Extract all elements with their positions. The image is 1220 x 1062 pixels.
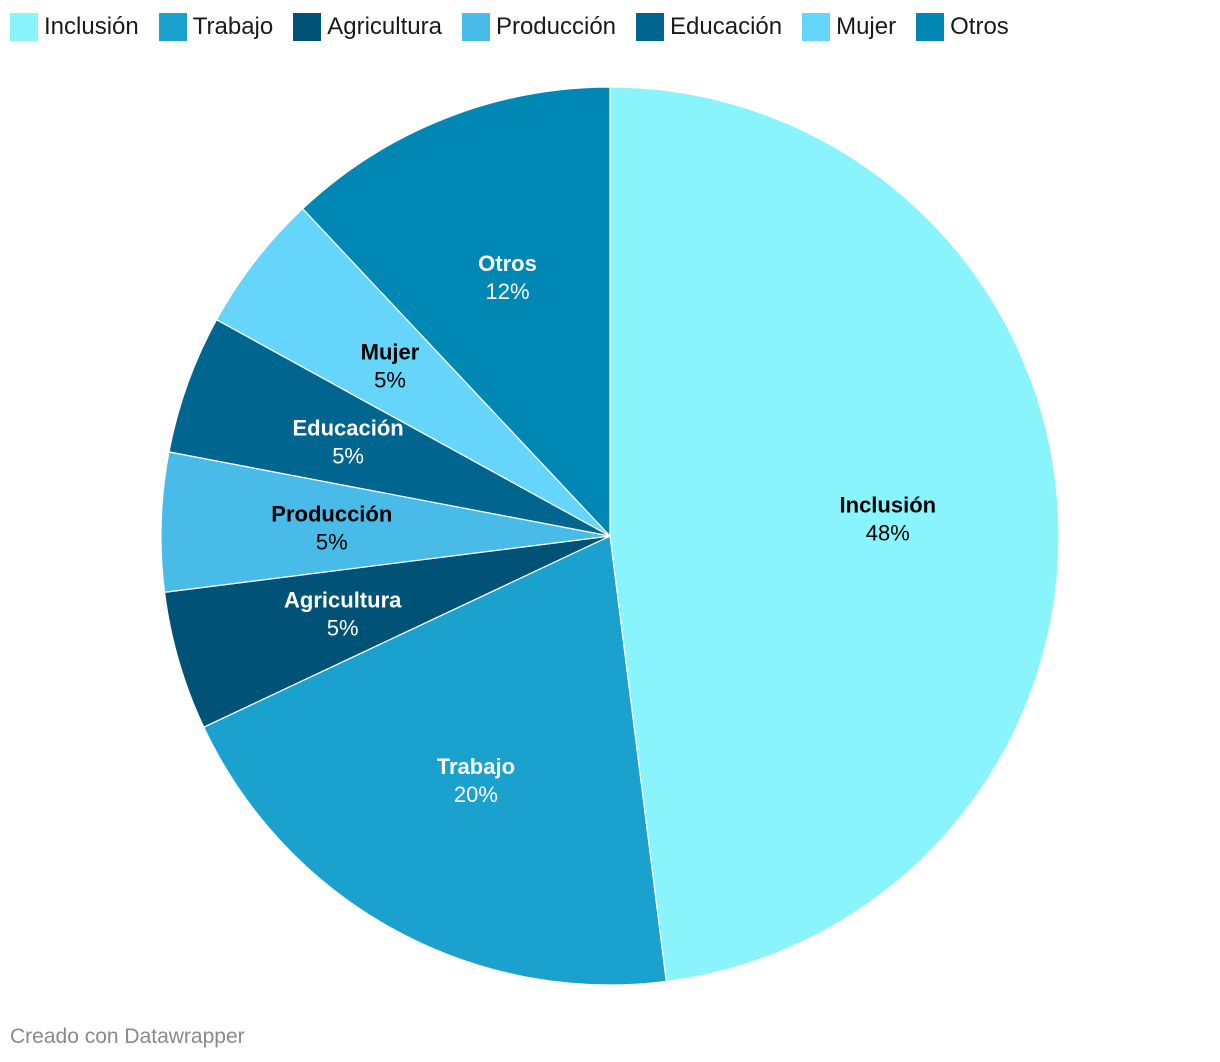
slice-value-label: 5%: [316, 529, 348, 554]
slice-label: Mujer: [361, 339, 420, 364]
footer-credit: Creado con Datawrapper: [10, 1025, 245, 1048]
slice-value-label: 5%: [327, 616, 359, 641]
legend-swatch: [916, 13, 945, 41]
legend-swatch: [293, 13, 322, 41]
legend-label: Otros: [950, 13, 1009, 40]
slice-label: Producción: [271, 501, 392, 526]
legend-label: Inclusión: [44, 13, 139, 40]
pie-chart: Inclusión 48% Trabajo 20% Agricultura 5% Produ…: [160, 86, 1060, 986]
slice-value-label: 12%: [485, 279, 529, 304]
legend-item: Otros: [916, 13, 1009, 41]
legend-label: Agricultura: [327, 13, 442, 40]
legend-label: Producción: [495, 13, 617, 40]
legend-label: Trabajo: [192, 13, 274, 40]
legend-item: Mujer: [802, 13, 896, 41]
slice-label: Trabajo: [437, 754, 515, 779]
legend-swatch: [158, 13, 187, 41]
slice-value-label: 5%: [374, 367, 406, 392]
legend-swatch: [636, 13, 665, 41]
slice-value-label: 20%: [454, 782, 498, 807]
legend-swatch: [461, 13, 490, 41]
chart-legend: Inclusión Trabajo Agricultura Producción Edu…: [10, 13, 1029, 41]
slice-label: Inclusión: [840, 493, 937, 518]
pie-slice: [301, 86, 611, 538]
legend-label: Educación: [670, 13, 783, 40]
legend-item: Agricultura: [293, 13, 442, 41]
legend-item: Producción: [461, 13, 617, 41]
legend-item: Educación: [636, 13, 782, 41]
legend-swatch: [802, 13, 831, 41]
slice-label: Otros: [478, 251, 537, 276]
pie-slice: [609, 86, 1060, 983]
slice-label: Educación: [292, 416, 403, 441]
slice-value-label: 5%: [332, 444, 364, 469]
slice-label: Agricultura: [284, 588, 402, 613]
legend-item: Inclusión: [10, 13, 139, 41]
pie-slice: [202, 535, 667, 986]
legend-label: Mujer: [836, 13, 897, 40]
slice-value-label: 48%: [866, 521, 910, 546]
legend-swatch: [10, 13, 38, 41]
legend-item: Trabajo: [158, 13, 274, 41]
